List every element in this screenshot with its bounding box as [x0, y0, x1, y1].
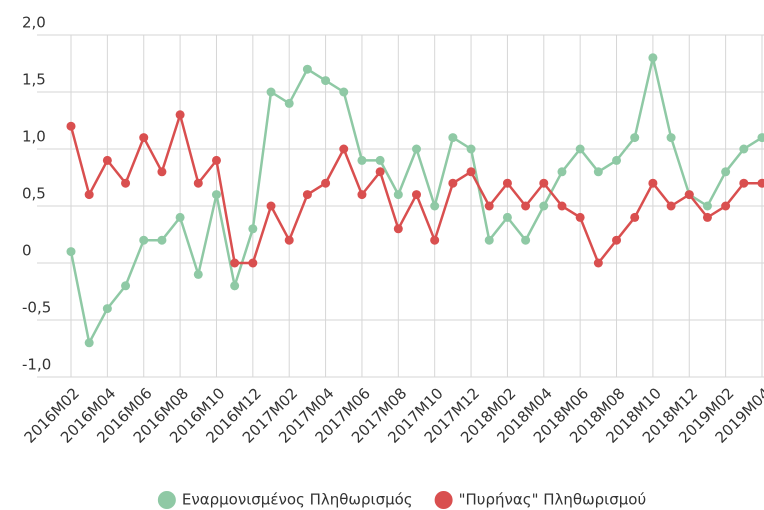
- data-point: [648, 53, 658, 63]
- data-point: [539, 201, 549, 211]
- y-tick-label: 0,5: [22, 185, 46, 203]
- data-point: [357, 190, 367, 200]
- data-point: [375, 155, 385, 165]
- series-line: [69, 57, 763, 347]
- data-point: [339, 144, 349, 154]
- data-point: [630, 212, 640, 222]
- data-point: [66, 121, 76, 131]
- data-point: [139, 235, 149, 245]
- data-point: [739, 178, 749, 188]
- data-point: [175, 110, 185, 120]
- data-point: [593, 258, 603, 268]
- data-point: [284, 235, 294, 245]
- data-point: [393, 190, 403, 200]
- data-point: [466, 144, 476, 154]
- data-point: [448, 178, 458, 188]
- legend-label: Εναρμονισμένος Πληθωρισμός: [182, 491, 413, 509]
- data-point: [357, 155, 367, 165]
- data-point: [575, 212, 585, 222]
- data-point: [248, 224, 258, 234]
- data-point: [284, 98, 294, 108]
- data-point: [157, 235, 167, 245]
- data-point: [666, 201, 676, 211]
- series-line: [69, 110, 762, 266]
- y-tick-label: 2,0: [22, 14, 46, 32]
- data-point: [557, 167, 567, 177]
- data-point: [102, 155, 112, 165]
- data-point: [121, 178, 131, 188]
- data-point: [684, 190, 694, 200]
- data-point: [612, 235, 622, 245]
- data-point: [502, 178, 512, 188]
- data-point: [211, 155, 221, 165]
- y-tick-label: 1,5: [22, 71, 46, 89]
- data-point: [702, 201, 712, 211]
- y-tick-label: -1,0: [22, 356, 51, 374]
- data-point: [175, 212, 185, 222]
- y-tick-label: 1,0: [22, 128, 46, 146]
- data-point: [412, 190, 421, 200]
- data-point: [230, 258, 240, 268]
- data-point: [412, 144, 421, 154]
- data-point: [630, 133, 640, 143]
- data-point: [393, 224, 403, 234]
- data-point: [702, 212, 712, 222]
- data-point: [666, 133, 676, 143]
- data-point: [248, 258, 258, 268]
- data-point: [484, 201, 494, 211]
- data-point: [521, 235, 531, 245]
- data-point: [230, 281, 240, 291]
- data-point: [66, 247, 76, 257]
- y-tick-label: 0: [22, 242, 32, 260]
- data-point: [557, 201, 567, 211]
- data-point: [121, 281, 131, 291]
- data-point: [266, 201, 276, 211]
- data-point: [466, 167, 476, 177]
- data-point: [375, 167, 385, 177]
- data-point: [721, 167, 731, 177]
- data-point: [84, 338, 94, 348]
- legend: Εναρμονισμένος Πληθωρισμός "Πυρήνας" Πληθ…: [157, 491, 647, 509]
- legend-label: "Πυρήνας" Πληθωρισμού: [459, 491, 647, 509]
- data-point: [593, 167, 603, 177]
- data-point: [302, 190, 312, 200]
- data-point: [211, 190, 221, 200]
- data-point: [302, 64, 312, 74]
- data-point: [321, 76, 331, 86]
- data-point: [430, 201, 440, 211]
- legend-marker: [157, 491, 176, 509]
- y-tick-label: -0,5: [22, 299, 51, 317]
- data-point: [539, 178, 549, 188]
- data-point: [648, 178, 658, 188]
- legend-marker: [434, 491, 453, 509]
- data-point: [339, 87, 349, 97]
- data-point: [739, 144, 749, 154]
- data-point: [430, 235, 440, 245]
- data-point: [502, 212, 512, 222]
- data-point: [157, 167, 167, 177]
- data-point: [321, 178, 331, 188]
- data-point: [721, 201, 731, 211]
- data-point: [266, 87, 276, 97]
- data-point: [757, 178, 764, 188]
- data-point: [575, 144, 585, 154]
- data-point: [521, 201, 531, 211]
- data-point: [102, 304, 112, 314]
- data-point: [193, 269, 203, 279]
- data-point: [448, 133, 458, 143]
- data-point: [193, 178, 203, 188]
- data-point: [84, 190, 94, 200]
- data-point: [757, 133, 764, 143]
- data-point: [139, 133, 149, 143]
- data-point: [612, 155, 622, 165]
- data-point: [484, 235, 494, 245]
